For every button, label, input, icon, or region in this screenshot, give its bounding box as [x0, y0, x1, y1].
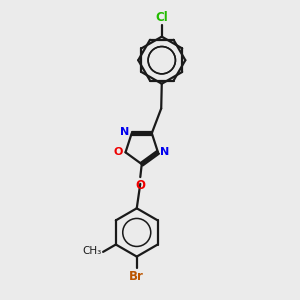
Text: CH₃: CH₃: [82, 246, 102, 256]
Text: O: O: [114, 147, 123, 157]
Text: Br: Br: [129, 269, 144, 283]
Text: Cl: Cl: [155, 11, 168, 24]
Text: O: O: [135, 179, 145, 192]
Text: N: N: [160, 147, 169, 157]
Text: N: N: [120, 127, 129, 137]
